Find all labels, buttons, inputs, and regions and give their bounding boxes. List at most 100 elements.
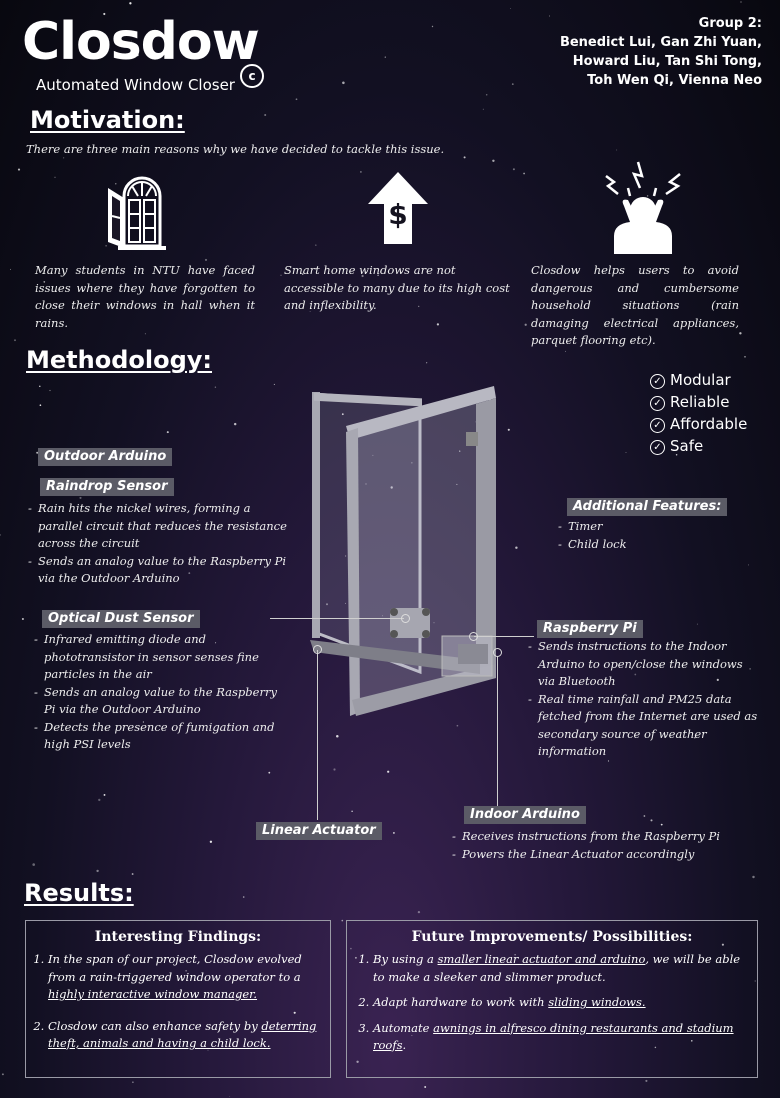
findings-title: Interesting Findings: [94,929,262,945]
star [382,615,383,617]
checklist-item: ✓ Reliable [650,391,747,413]
star [96,869,99,873]
future-underlined: sliding windows. [548,995,646,1009]
list-item: Sends an analog value to the Raspberry P… [34,684,290,719]
subtitle: Automated Window Closer [36,76,235,94]
star [548,15,551,17]
star [280,274,282,276]
list-item: In the span of our project, Closdow evol… [48,951,318,1004]
star [103,793,106,796]
star [43,281,46,283]
motivation-text-1: Many students in NTU have faced issues w… [35,263,255,330]
indoor-points: Receives instructions from the Raspberry… [452,828,732,863]
star [354,956,357,959]
star [237,995,240,998]
dollar-up-arrow-icon: $ [368,172,428,244]
star [739,332,742,335]
star [645,1079,648,1082]
list-item: Rain hits the nickel wires, forming a pa… [28,500,290,553]
list-item: Timer [558,518,708,536]
star [333,768,336,771]
window-prototype-illustration [310,386,496,716]
star [365,483,367,485]
future-title: Future Improvements/ Possibilities: [411,929,693,945]
star [514,954,516,956]
findings-list: In the span of our project, Closdow evol… [26,951,330,1053]
group-credits: Group 2: Benedict Lui, Gan Zhi Yuan, How… [560,14,762,90]
raindrop-points: Rain hits the nickel wires, forming a pa… [28,500,290,588]
motivation-heading: Motivation: [30,106,185,134]
star [132,1081,134,1083]
star [87,359,89,361]
star [39,385,41,388]
list-item: Receives instructions from the Raspberry… [452,828,732,846]
checklist-item: ✓ Modular [650,369,747,391]
star [625,452,627,453]
star [463,156,466,159]
star [356,1060,359,1064]
star [131,873,134,875]
star [646,195,649,197]
star [482,108,484,110]
list-item: Child lock [558,536,708,554]
results-heading: Results: [24,879,134,907]
star [54,176,56,178]
star [515,546,518,549]
list-item: Automate awnings in alfresco dining rest… [373,1020,745,1055]
finding-underlined: highly interactive window manager. [48,987,258,1001]
methodology-heading: Methodology: [26,346,213,374]
star [387,770,390,773]
dust-sensor-connector [270,618,404,619]
star [209,840,213,843]
motivation-text-3: Closdow helps users to avoid dangerous a… [531,263,739,347]
stressed-person-icon [605,161,681,254]
star [459,450,461,452]
star [485,94,488,96]
star [233,422,237,426]
dust-sensor-pin [401,614,410,623]
findings-box: Interesting Findings: In the span of our… [25,920,331,1078]
star [115,183,117,185]
star [377,274,379,276]
star [98,798,101,802]
raspberry-pi-label: Raspberry Pi [537,620,643,638]
additional-features-label: Additional Features: [567,498,728,516]
star [436,323,440,326]
star [204,258,208,261]
star [696,623,698,625]
open-window-icon [108,176,166,250]
list-item: Sends instructions to the Indoor Arduino… [528,638,760,691]
star [59,966,61,968]
star [564,350,566,352]
star [166,431,169,434]
star [295,98,298,101]
star [273,383,275,385]
future-text-after: . [402,1038,407,1052]
star [0,534,1,536]
star [507,428,510,431]
star [351,810,353,812]
star [9,268,12,270]
star [21,617,24,621]
logo-title: Closdow [22,12,260,72]
future-text: By using a [373,952,438,966]
star [131,40,133,42]
star [32,863,35,866]
future-text-after: , we will be able to make a sleeker and … [373,952,741,984]
star [257,29,259,31]
future-underlined: smaller linear actuator and arduino [437,952,646,966]
star [293,1011,296,1014]
star [721,943,724,946]
star [36,451,39,454]
indoor-arduino-pin [493,648,502,657]
checklist-label: Affordable [670,415,748,433]
optical-dust-sensor-label: Optical Dust Sensor [42,610,200,628]
checklist-label: Modular [670,371,731,389]
star [675,454,678,456]
finding-text: Closdow can also enhance safety by [48,1018,262,1033]
star [336,735,339,738]
star [79,496,82,499]
star [341,413,344,416]
list-item: Sends an analog value to the Raspberry P… [28,553,290,588]
